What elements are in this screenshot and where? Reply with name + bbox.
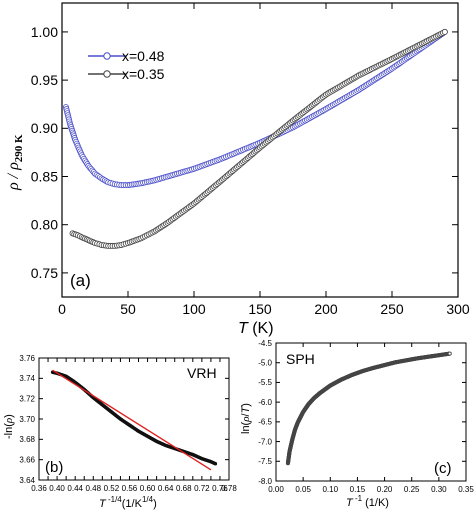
panel-c-y-axis-label: ln(ρ/T) <box>240 403 252 434</box>
x-tick-label: 0.52 <box>104 484 120 493</box>
y-tick-label: -6.5 <box>258 418 272 427</box>
panel-c-ticks: 0.00 0.05 0.10 0.15 0.20 0.25 0.30 0.35 -8.0 -7.5… <box>258 339 474 494</box>
panel-b-y-axis-label: -ln(ρ) <box>3 414 15 439</box>
x-tick-label: 0 <box>58 301 66 317</box>
x-tick-label: 0.40 <box>49 484 65 493</box>
y-tick-label: -7.0 <box>258 437 272 446</box>
panel-a: 0 50 100 150 200 250 300 0.75 0.80 0.85 0.90 0.95 1.… <box>5 2 470 337</box>
panel-c: 0.00 0.05 0.10 0.15 0.20 0.25 0.30 0.35 -8.0 -7.5… <box>240 339 474 509</box>
x-tick-label: 0.10 <box>322 485 338 494</box>
x-tick-label: 0.15 <box>350 485 366 494</box>
y-tick-label: 3.70 <box>19 415 35 424</box>
x-tick-label: 0.35 <box>458 485 474 494</box>
y-tick-label: 0.75 <box>31 265 58 281</box>
y-tick-label: -6.0 <box>258 398 272 407</box>
y-tick-label: 0.80 <box>31 217 58 233</box>
x-tick-label: 0.78 <box>221 484 237 493</box>
panel-b-annotation: VRH <box>187 365 217 381</box>
panel-c-label: (c) <box>434 460 452 477</box>
panel-a-label: (a) <box>70 271 91 290</box>
y-tick-label: 0.90 <box>31 120 58 136</box>
panel-b-x-axis-label: T -1/4(1/K1/4) <box>99 495 157 510</box>
panel-a-data <box>62 28 448 249</box>
y-tick-label: 3.64 <box>19 476 35 485</box>
panel-a-ticks: 0 50 100 150 200 250 300 0.75 0.80 0.85 0.90 0.95 1.… <box>31 3 470 317</box>
series-x=0.35 <box>69 28 448 249</box>
series-x=0.48 <box>62 28 448 189</box>
y-tick-label: 0.85 <box>31 168 58 184</box>
y-tick-label: -5.0 <box>258 359 272 368</box>
x-tick-label: 0.20 <box>377 485 393 494</box>
x-tick-label: 0.60 <box>140 484 156 493</box>
x-tick-label: 0.48 <box>85 484 101 493</box>
x-tick-label: 50 <box>120 301 136 317</box>
x-tick-label: 100 <box>182 301 206 317</box>
x-tick-label: 300 <box>446 301 470 317</box>
x-tick-label: 0.44 <box>67 484 83 493</box>
panel-a-y-axis-label: ρ / ρ290 K <box>5 134 25 191</box>
y-tick-label: -8.0 <box>258 477 272 486</box>
y-tick-label: 3.66 <box>19 455 35 464</box>
data-point <box>447 351 452 356</box>
panel-b-data <box>50 369 218 471</box>
legend-label: x=0.48 <box>122 48 165 64</box>
y-tick-label: 3.72 <box>19 394 35 403</box>
panel-c-data <box>285 351 452 466</box>
panel-c-annotation: SPH <box>286 351 315 367</box>
legend-marker <box>103 70 111 78</box>
y-tick-label: 3.68 <box>19 435 35 444</box>
data-point <box>441 28 448 35</box>
panel-c-frame <box>275 342 467 482</box>
y-tick-label: -4.5 <box>258 339 272 348</box>
x-tick-label: 0.56 <box>122 484 138 493</box>
y-tick-label: 3.76 <box>19 354 35 363</box>
series-0 <box>285 351 452 466</box>
panel-a-x-axis-label: T (K) <box>238 320 274 337</box>
x-tick-label: 0.05 <box>295 485 311 494</box>
panel-b: 0.36 0.40 0.44 0.48 0.52 0.56 0.60 0.64 0.68 0.72… <box>3 354 237 510</box>
x-tick-label: 0.30 <box>431 485 447 494</box>
panel-c-x-axis-label: T -1 (1/K) <box>346 494 389 509</box>
x-tick-label: 0.00 <box>268 485 284 494</box>
x-tick-label: 0.64 <box>158 484 174 493</box>
y-tick-label: 3.74 <box>19 374 35 383</box>
panel-b-ticks: 0.36 0.40 0.44 0.48 0.52 0.56 0.60 0.64 0.68 0.72… <box>19 354 237 493</box>
y-tick-label: -7.5 <box>258 457 272 466</box>
fit-line <box>52 369 212 471</box>
data-point <box>213 462 218 466</box>
x-tick-label: 200 <box>314 301 338 317</box>
x-tick-label: 0.68 <box>176 484 192 493</box>
x-tick-label: 0.72 <box>194 484 210 493</box>
x-tick-label: 250 <box>380 301 404 317</box>
panel-b-label: (b) <box>45 459 63 476</box>
legend-label: x=0.35 <box>122 66 165 82</box>
y-tick-label: -5.5 <box>258 378 272 387</box>
panel-a-legend: x=0.48 x=0.35 <box>88 48 165 82</box>
x-tick-label: 0.36 <box>31 484 47 493</box>
y-tick-label: 1.00 <box>31 24 58 40</box>
x-tick-label: 150 <box>248 301 272 317</box>
x-tick-label: 0.76 <box>212 484 228 493</box>
y-tick-label: 0.95 <box>31 72 58 88</box>
legend-marker <box>103 52 111 60</box>
x-tick-label: 0.25 <box>404 485 420 494</box>
